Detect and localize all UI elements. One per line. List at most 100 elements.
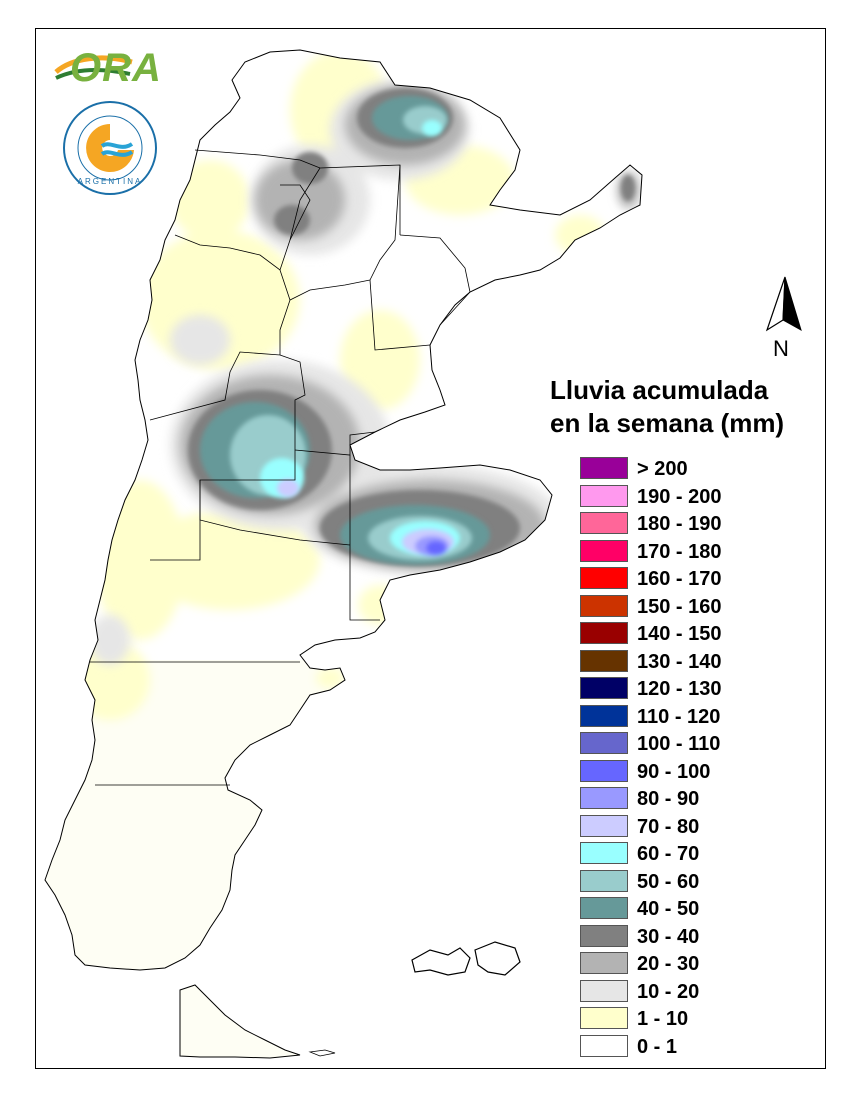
legend-label: 170 - 180 bbox=[637, 540, 722, 563]
legend-item: 180 - 190 bbox=[580, 512, 800, 536]
legend-label: 160 - 170 bbox=[637, 568, 722, 590]
legend-item: 120 - 130 bbox=[580, 677, 800, 701]
legend-swatch bbox=[580, 897, 628, 919]
legend-item: 170 - 180 bbox=[580, 539, 800, 564]
argentina-outline bbox=[44, 49, 643, 971]
legend-item: 110 - 120 bbox=[580, 704, 800, 729]
legend-item: 10 - 20 bbox=[580, 979, 800, 1004]
smn-logo: ARGENTINA bbox=[63, 101, 157, 195]
malvinas-west bbox=[411, 947, 471, 976]
legend-item: 150 - 160 bbox=[580, 594, 800, 619]
patagonia-pale-zone bbox=[45, 660, 360, 970]
legend-swatch bbox=[580, 704, 628, 727]
smn-wave2-icon bbox=[100, 150, 134, 157]
legend-item: 190 - 200 bbox=[580, 484, 800, 509]
legend-item: 80 - 90 bbox=[580, 787, 800, 811]
legend-label: 140 - 150 bbox=[637, 623, 722, 645]
legend-item: 40 - 50 bbox=[580, 897, 800, 921]
legend-label: 0 - 1 bbox=[637, 1035, 678, 1058]
legend-swatch bbox=[580, 457, 628, 479]
legend-swatch bbox=[580, 924, 628, 947]
boundary-cordoba-south bbox=[294, 431, 376, 456]
smn-country-text: ARGENTINA bbox=[78, 177, 143, 186]
rain-10-20-southwest-spot bbox=[90, 615, 130, 665]
boundary-chaco-corrientes bbox=[399, 234, 471, 293]
rain-30-40-spot-b bbox=[274, 205, 310, 235]
legend-swatch bbox=[580, 484, 628, 507]
isla-de-los-estados bbox=[308, 1049, 336, 1057]
legend-label: 70 - 80 bbox=[637, 815, 700, 838]
legend-label: 120 - 130 bbox=[637, 678, 722, 700]
legend-label: 60 - 70 bbox=[637, 843, 700, 865]
legend-swatch bbox=[580, 759, 628, 782]
legend-label: 10 - 20 bbox=[637, 980, 700, 1003]
boundary-north-band bbox=[194, 149, 401, 235]
legend-item: 50 - 60 bbox=[580, 869, 800, 894]
malvinas-east bbox=[474, 941, 521, 976]
ora-logo-text: ORA bbox=[70, 46, 162, 90]
legend-title-line1: Lluvia acumulada bbox=[550, 375, 769, 405]
legend-label: 130 - 140 bbox=[637, 650, 722, 673]
legend-item: 140 - 150 bbox=[580, 622, 800, 646]
rain-1-10-coast bbox=[316, 668, 344, 688]
north-label: N bbox=[773, 336, 789, 361]
boundary-santafe-entrerios bbox=[369, 279, 431, 351]
legend-label: 100 - 110 bbox=[637, 733, 721, 755]
legend-swatch bbox=[580, 869, 628, 892]
ora-logo bbox=[54, 55, 133, 80]
legend-swatch bbox=[580, 649, 628, 672]
legend-label: 150 - 160 bbox=[637, 595, 722, 618]
legend-label: 190 - 200 bbox=[637, 485, 722, 508]
legend-swatch bbox=[580, 814, 628, 837]
legend-item: 30 - 40 bbox=[580, 924, 800, 949]
rain-10-20-west-spot bbox=[170, 315, 230, 365]
malvinas-islands bbox=[411, 941, 521, 976]
legend-item: 1 - 10 bbox=[580, 1007, 800, 1031]
legend-swatch bbox=[580, 567, 628, 589]
legend-item: 0 - 1 bbox=[580, 1034, 800, 1059]
rain-1-10-center bbox=[340, 310, 420, 410]
legend-swatch bbox=[580, 787, 628, 809]
legend-label: 80 - 90 bbox=[637, 788, 700, 810]
north-arrow-icon bbox=[765, 276, 802, 332]
rain-1-10-buenos-aires-south bbox=[358, 585, 402, 625]
legend-swatch bbox=[580, 622, 628, 644]
legend-item: 100 - 110 bbox=[580, 732, 800, 756]
legend-label: 40 - 50 bbox=[637, 898, 700, 920]
legend-item: 160 - 170 bbox=[580, 567, 800, 591]
legend-label: 90 - 100 bbox=[637, 760, 711, 783]
ora-sun-arc-icon bbox=[54, 55, 133, 74]
legend-item: > 200 bbox=[580, 457, 800, 481]
boundary-santiago-chaco bbox=[369, 164, 401, 281]
rain-60-70-north-east bbox=[422, 120, 442, 136]
legend-item: 90 - 100 bbox=[580, 759, 800, 784]
boundary-salta-tucuman bbox=[174, 167, 321, 271]
province-boundaries bbox=[90, 149, 471, 786]
legend-label: 20 - 30 bbox=[637, 953, 700, 975]
legend-swatch bbox=[580, 952, 628, 974]
legend-swatch bbox=[580, 1007, 628, 1029]
legend-swatch bbox=[580, 1034, 628, 1057]
rain-70-80-center bbox=[277, 479, 299, 497]
boundary-tucuman bbox=[280, 184, 311, 241]
legend-swatch bbox=[580, 677, 628, 699]
boundary-buenos-aires-west bbox=[349, 455, 380, 621]
legend-label: 30 - 40 bbox=[637, 925, 700, 948]
legend-label: 180 - 190 bbox=[637, 513, 722, 535]
legend-item: 130 - 140 bbox=[580, 649, 800, 674]
legend-swatch bbox=[580, 732, 628, 754]
legend-item: 20 - 30 bbox=[580, 952, 800, 976]
legend-swatch bbox=[580, 979, 628, 1002]
boundary-catamarca-larioja bbox=[149, 299, 291, 421]
legend-swatch bbox=[580, 539, 628, 562]
ora-leaf-arc-icon bbox=[55, 67, 131, 80]
legend-title-line2: en la semana (mm) bbox=[550, 408, 785, 438]
rain-1-10-northwest bbox=[170, 160, 250, 240]
legend-swatch bbox=[580, 842, 628, 864]
rain-1-10-spot-east bbox=[442, 363, 478, 387]
legend-label: 110 - 120 bbox=[637, 705, 721, 728]
boundary-tucuman-santiago bbox=[279, 269, 371, 301]
legend-label: > 200 bbox=[637, 458, 688, 480]
boundary-lapampa-neuquen bbox=[199, 480, 351, 546]
